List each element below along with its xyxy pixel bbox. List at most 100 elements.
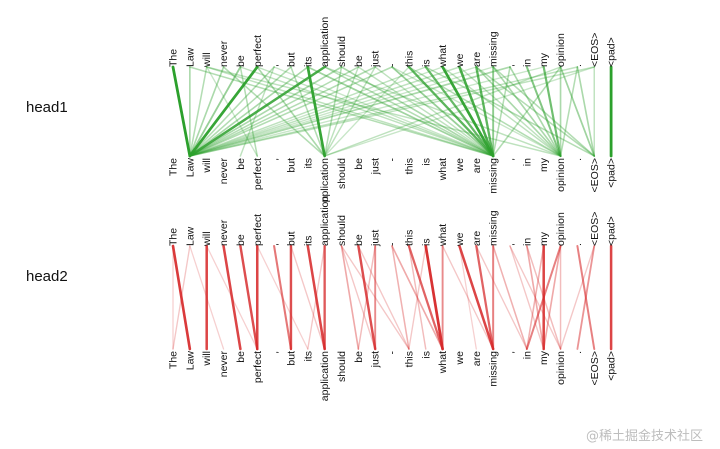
head1-link-10-1 bbox=[189, 66, 343, 157]
head2-bottom-token-22: my bbox=[538, 350, 550, 365]
head2-bottom-token-26: <pad> bbox=[606, 351, 618, 381]
head1-link-17-23 bbox=[458, 66, 562, 157]
head1-top-tokens: The Law will never be perfect, but its applicati… bbox=[168, 17, 618, 68]
head1-link-16-19 bbox=[441, 65, 495, 158]
head2-bottom-token-13: - bbox=[387, 351, 399, 355]
head2-link-22-21 bbox=[526, 245, 545, 350]
head1-bottom-token-8: its bbox=[302, 158, 314, 169]
head1-top-token-5: perfect bbox=[252, 35, 264, 67]
head2-link-8-9 bbox=[306, 244, 326, 351]
head2-bottom-token-5: perfect bbox=[252, 351, 264, 383]
head1-bottom-token-5: perfect bbox=[252, 158, 264, 190]
head2-link-4-5 bbox=[239, 244, 259, 351]
head2-top-token-13: - bbox=[387, 242, 399, 246]
head2-bottom-token-18: are bbox=[471, 351, 483, 366]
head1-bottom-token-24: . bbox=[572, 158, 584, 161]
head1-top-token-7: but bbox=[285, 52, 297, 67]
head2-link-3-4 bbox=[222, 244, 242, 351]
head2-top-token-0: The bbox=[168, 228, 180, 246]
head2-top-token-8: its bbox=[302, 236, 314, 247]
head2-top-token-12: just bbox=[370, 230, 382, 247]
head2-top-token-9: application bbox=[319, 196, 331, 246]
head1-link-18-1 bbox=[189, 66, 477, 157]
head2-top-token-17: we bbox=[454, 232, 466, 247]
head1-link-5-1 bbox=[188, 65, 259, 158]
head1-link-22-1 bbox=[189, 66, 545, 157]
head1-link-16-23 bbox=[441, 66, 562, 157]
head2-top-token-22: my bbox=[538, 231, 550, 246]
head2-top-token-24: . bbox=[572, 243, 584, 246]
head2-top-token-21: in bbox=[521, 238, 533, 246]
head2-link-21-22 bbox=[526, 245, 545, 350]
head2-bottom-token-25: <EOS> bbox=[589, 351, 601, 385]
head1-link-19-1 bbox=[189, 66, 494, 157]
head1-link-11-19 bbox=[357, 66, 494, 157]
head1-top-token-15: is bbox=[420, 59, 432, 67]
head1-link-15-25 bbox=[424, 66, 596, 157]
head1-top-token-9: application bbox=[319, 17, 331, 67]
head1-link-2-23 bbox=[205, 66, 562, 157]
head1-link-23-9 bbox=[323, 66, 562, 157]
head1-top-token-19: missing bbox=[488, 31, 500, 67]
head2-bottom-token-19: missing bbox=[488, 351, 500, 387]
head1-bottom-token-7: but bbox=[285, 158, 297, 173]
head1-link-23-19 bbox=[492, 66, 562, 157]
head1-link-9-23 bbox=[323, 66, 562, 157]
head1-link-5-9 bbox=[256, 66, 326, 157]
head1-top-token-17: we bbox=[454, 53, 466, 68]
head1-top-token-12: just bbox=[370, 51, 382, 68]
head2-top-token-4: be bbox=[235, 234, 247, 246]
head1-bottom-token-6: , bbox=[269, 158, 281, 161]
head1-link-8-9 bbox=[306, 65, 327, 158]
head2-top-token-23: opinion bbox=[555, 212, 567, 246]
head2-bottom-token-1: Law bbox=[184, 351, 196, 371]
head2-link-20-23 bbox=[509, 245, 562, 350]
head2-bottom-token-2: will bbox=[201, 351, 213, 367]
head1-link-11-9 bbox=[323, 66, 360, 157]
head1-link-18-19 bbox=[475, 65, 495, 158]
head1-link-2-1 bbox=[189, 66, 208, 157]
head2-link-14-15 bbox=[408, 245, 427, 350]
head1-link-24-1 bbox=[189, 66, 579, 157]
head1-top-token-13: - bbox=[387, 63, 399, 67]
head2-top-token-1: Law bbox=[184, 226, 196, 246]
head1-link-24-23 bbox=[559, 66, 579, 157]
head1-link-0-1 bbox=[171, 65, 192, 158]
head2-bottom-token-3: never bbox=[218, 350, 230, 377]
head2-bottom-token-14: this bbox=[403, 351, 415, 367]
head1-link-10-9 bbox=[323, 66, 343, 157]
head2-link-6-7 bbox=[273, 244, 292, 351]
head1-link-8-19 bbox=[306, 66, 495, 157]
head1-link-14-19 bbox=[407, 65, 495, 158]
head1-link-4-19 bbox=[239, 66, 494, 157]
head1-link-13-19 bbox=[391, 66, 495, 157]
head2-top-token-3: never bbox=[218, 219, 230, 246]
head1-top-token-21: in bbox=[521, 59, 533, 67]
head1-bottom-token-22: my bbox=[538, 157, 550, 172]
head2-link-15-16 bbox=[424, 244, 444, 351]
head2-top-token-25: <EOS> bbox=[589, 212, 601, 246]
head1-top-token-0: The bbox=[168, 49, 180, 67]
head1-link-23-25 bbox=[559, 66, 596, 157]
head1-link-22-23 bbox=[542, 65, 562, 158]
head1-link-9-1 bbox=[188, 65, 326, 158]
head1-bottom-token-0: The bbox=[168, 158, 180, 176]
head2-top-token-26: <pad> bbox=[606, 216, 618, 246]
head1-top-token-20: , bbox=[505, 64, 517, 67]
head2-bottom-token-16: what bbox=[437, 351, 449, 374]
head1-link-17-19 bbox=[458, 65, 495, 158]
head1-bottom-token-20: , bbox=[505, 158, 517, 161]
head1-top-token-6: , bbox=[269, 64, 281, 67]
head2-top-token-19: missing bbox=[488, 210, 500, 246]
head2-link-13-16 bbox=[391, 245, 444, 350]
head1-link-7-1 bbox=[189, 66, 292, 157]
head1-link-15-1 bbox=[189, 66, 427, 157]
head1-link-18-25 bbox=[475, 66, 596, 157]
head2-bottom-token-20: , bbox=[505, 351, 517, 354]
head1-link-15-19 bbox=[424, 65, 495, 158]
head1-bottom-token-13: - bbox=[387, 158, 399, 162]
head2-link-18-19 bbox=[475, 244, 495, 351]
head1-top-token-24: . bbox=[572, 64, 584, 67]
head2-bottom-token-6: , bbox=[269, 351, 281, 354]
